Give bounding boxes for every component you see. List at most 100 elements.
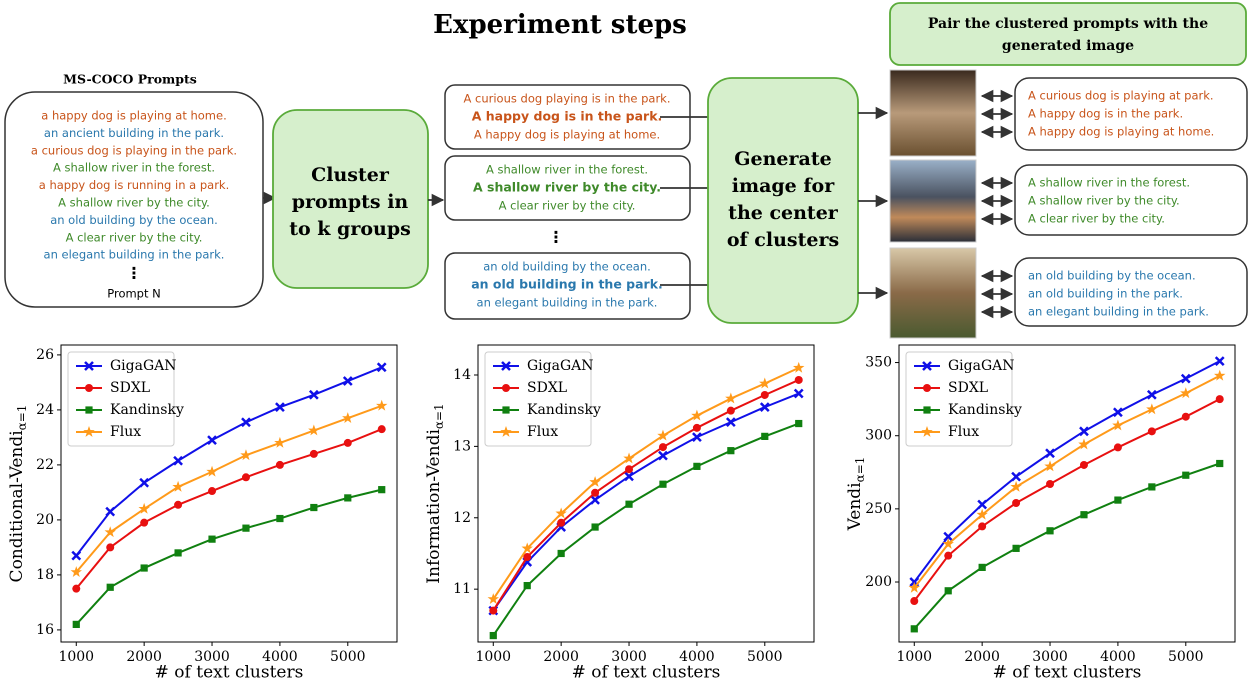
- marker: [276, 514, 284, 523]
- series-line: [913, 398, 1221, 602]
- y-tick-label: 16: [36, 622, 54, 638]
- marker: [1181, 412, 1190, 421]
- pair-box: [1014, 164, 1248, 236]
- pair-box: [1014, 257, 1248, 327]
- source-label: MS-COCO Prompts: [63, 72, 197, 87]
- marker: [1214, 356, 1225, 366]
- marker: [206, 465, 218, 477]
- prompt: a happy dog is playing at home.: [41, 109, 227, 123]
- marker: [978, 563, 986, 571]
- y-tick-label: 12: [453, 510, 471, 526]
- marker: [376, 399, 388, 411]
- legend-label: Kandinsky: [948, 402, 1022, 418]
- cluster-prompt: an old building in the park.: [471, 277, 663, 292]
- marker: [624, 471, 634, 482]
- marker: [942, 537, 954, 549]
- step-label: the center: [728, 202, 839, 224]
- marker: [309, 449, 318, 458]
- marker: [760, 390, 769, 399]
- marker: [500, 426, 512, 437]
- marker: [759, 402, 770, 412]
- marker: [343, 438, 352, 447]
- marker: [83, 426, 95, 437]
- marker: [691, 409, 703, 421]
- legend-box: [484, 351, 592, 447]
- x-tick-label: 4000: [1100, 649, 1136, 665]
- pair-box: [1014, 77, 1248, 151]
- marker: [487, 593, 499, 605]
- generated-image: [889, 247, 977, 339]
- marker: [623, 452, 635, 464]
- marker: [727, 447, 735, 455]
- marker: [922, 361, 932, 371]
- marker: [1180, 373, 1191, 384]
- marker: [1010, 480, 1022, 492]
- step-label: to k groups: [289, 218, 411, 240]
- marker: [692, 423, 701, 432]
- pair-step-box: [889, 2, 1247, 66]
- marker: [72, 620, 80, 628]
- y-tick-label: 26: [36, 347, 54, 363]
- marker: [275, 402, 285, 413]
- marker: [910, 597, 919, 606]
- marker: [910, 625, 918, 633]
- y-tick-label: 18: [36, 567, 54, 583]
- marker: [308, 424, 320, 436]
- marker: [759, 377, 771, 389]
- series-line: [492, 366, 800, 600]
- legend-label: SDXL: [527, 380, 567, 396]
- ellipsis: ⋮: [548, 228, 564, 247]
- marker: [275, 460, 284, 469]
- marker: [342, 412, 354, 423]
- y-tick-label: 250: [865, 501, 892, 517]
- marker: [1046, 479, 1055, 488]
- marker: [208, 535, 216, 543]
- marker: [1079, 460, 1088, 469]
- x-tick-label: 5000: [1168, 649, 1204, 665]
- marker: [376, 362, 387, 373]
- marker: [1182, 471, 1190, 479]
- y-tick-label: 14: [453, 367, 471, 383]
- marker: [240, 449, 252, 461]
- last-prompt: Prompt N: [107, 287, 161, 301]
- marker: [591, 523, 599, 531]
- marker: [70, 566, 82, 577]
- marker: [207, 435, 217, 446]
- x-axis-label: # of text clusters: [993, 663, 1142, 683]
- y-axis-label-main: Information-Vendi: [424, 429, 444, 584]
- x-tick-label: 1000: [58, 649, 94, 665]
- y-axis-label-subscript: α=1: [432, 403, 446, 429]
- prompt: a happy dog is running in a park.: [39, 178, 230, 192]
- prompt: an ancient building in the park.: [44, 126, 224, 140]
- pair-prompt: A happy dog is in the park.: [1028, 107, 1183, 121]
- legend-label: Kandinsky: [110, 402, 184, 418]
- legend-label: Kandinsky: [527, 402, 601, 418]
- marker: [977, 499, 988, 510]
- y-tick-label: 22: [36, 457, 54, 473]
- x-tick-label: 4000: [262, 649, 298, 665]
- plot-frame: [60, 344, 398, 643]
- prompt: A clear river by the city.: [66, 230, 203, 244]
- ellipsis: ⋮: [126, 264, 142, 283]
- generate-step-box: [707, 77, 859, 324]
- step-label: image for: [732, 175, 835, 197]
- marker: [658, 450, 668, 461]
- marker: [1079, 426, 1089, 437]
- legend-label: GigaGAN: [527, 358, 594, 374]
- y-axis-label: Vendiα=1: [845, 457, 867, 532]
- legend-label: SDXL: [110, 380, 150, 396]
- y-axis-label: Information-Vendiα=1: [424, 403, 446, 583]
- series-line: [913, 374, 1221, 589]
- y-axis-label-main: Conditional-Vendi: [7, 430, 27, 583]
- marker: [71, 550, 82, 561]
- series-line: [492, 379, 800, 612]
- marker: [1078, 438, 1090, 450]
- marker: [1113, 443, 1122, 452]
- y-tick-label: 200: [865, 574, 892, 590]
- marker: [1216, 459, 1224, 468]
- legend-box: [905, 351, 1013, 447]
- prompt: A shallow river by the city.: [58, 196, 210, 210]
- marker: [1180, 387, 1192, 399]
- marker: [658, 443, 667, 452]
